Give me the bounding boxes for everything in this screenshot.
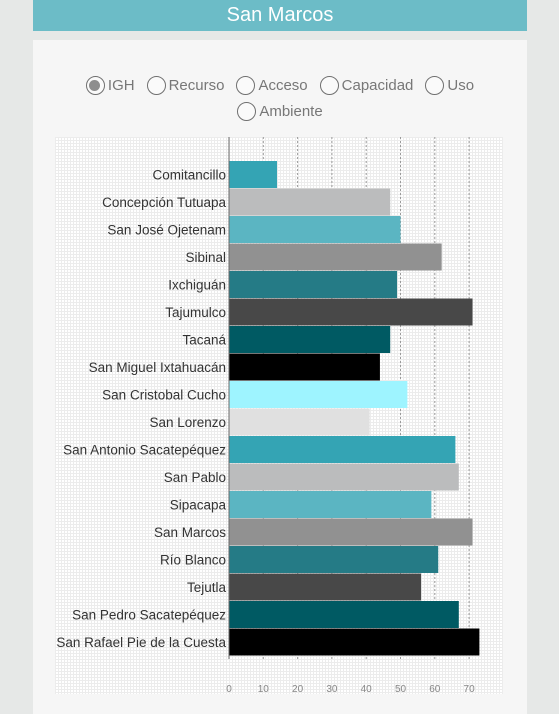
page-title: San Marcos xyxy=(33,0,527,31)
bar xyxy=(229,463,459,491)
radio-indicator[interactable] xyxy=(425,76,445,95)
category-label: San Cristobal Cucho xyxy=(102,388,226,403)
bar xyxy=(229,326,391,353)
category-label: Ixchiguán xyxy=(168,278,226,293)
category-label: Tacaná xyxy=(182,333,226,348)
category-label: Sibinal xyxy=(185,250,226,265)
bar xyxy=(229,188,391,216)
bar xyxy=(229,601,459,628)
bar xyxy=(229,573,422,601)
radio-indicator[interactable] xyxy=(236,76,256,95)
bar xyxy=(229,298,473,326)
bar xyxy=(229,491,432,518)
radio-label: Capacidad xyxy=(341,77,414,94)
bar xyxy=(229,436,456,463)
radio-igh[interactable]: IGH xyxy=(85,76,135,95)
bar xyxy=(229,628,480,656)
category-label: San Antonio Sacatepéquez xyxy=(63,443,226,458)
x-tick-label: 10 xyxy=(258,684,270,694)
radio-recurso[interactable]: Recurso xyxy=(146,76,225,95)
bar xyxy=(229,518,473,546)
x-tick-label: 20 xyxy=(292,684,304,694)
category-label: Tajumulco xyxy=(165,305,226,320)
filter-radio-group-row2: Ambiente xyxy=(33,102,527,121)
x-tick-label: 40 xyxy=(361,684,373,694)
category-label: Comitancillo xyxy=(152,168,226,183)
bar xyxy=(229,161,278,188)
radio-label: Recurso xyxy=(168,77,225,94)
radio-uso[interactable]: Uso xyxy=(425,76,474,95)
radio-label: IGH xyxy=(107,77,135,94)
radio-label: Uso xyxy=(447,77,475,94)
radio-acceso[interactable]: Acceso xyxy=(236,76,308,95)
category-label: Sipacapa xyxy=(170,498,227,513)
category-label: San Lorenzo xyxy=(149,415,226,430)
category-label: San Marcos xyxy=(154,525,226,540)
x-tick-label: 50 xyxy=(395,684,407,694)
radio-indicator[interactable] xyxy=(146,76,166,95)
x-tick-label: 30 xyxy=(326,684,338,694)
radio-indicator[interactable] xyxy=(319,76,339,95)
chart-area: Comitancillo Concepción Tutuapa San José O… xyxy=(55,137,503,694)
bar xyxy=(229,353,380,381)
radio-label: Acceso xyxy=(258,77,308,94)
category-label: San Rafael Pie de la Cuesta xyxy=(56,635,226,650)
category-label: Río Blanco xyxy=(160,553,226,568)
category-label: San Miguel Ixtahuacán xyxy=(89,360,226,375)
category-label: Tejutla xyxy=(187,580,227,595)
bar xyxy=(229,381,408,408)
radio-indicator[interactable] xyxy=(85,76,105,95)
bar xyxy=(229,546,439,573)
category-label: San Pablo xyxy=(164,470,226,485)
radio-capacidad[interactable]: Capacidad xyxy=(319,76,414,95)
bar xyxy=(229,271,398,298)
x-tick-label: 60 xyxy=(429,684,441,694)
x-tick-label: 0 xyxy=(226,684,232,694)
radio-ambiente[interactable]: Ambiente xyxy=(237,102,323,121)
category-label: San Pedro Sacatepéquez xyxy=(72,608,226,623)
bar xyxy=(229,408,370,436)
category-label: San José Ojetenam xyxy=(107,223,226,238)
bar xyxy=(229,216,401,243)
radio-indicator[interactable] xyxy=(237,102,257,121)
category-label: Concepción Tutuapa xyxy=(102,195,226,210)
bar-chart: Comitancillo Concepción Tutuapa San José O… xyxy=(56,137,480,694)
x-tick-label: 70 xyxy=(464,684,476,694)
radio-label: Ambiente xyxy=(259,103,323,120)
bar xyxy=(229,243,442,271)
filter-radio-group: IGH Recurso Acceso Capacidad Uso xyxy=(33,76,527,95)
